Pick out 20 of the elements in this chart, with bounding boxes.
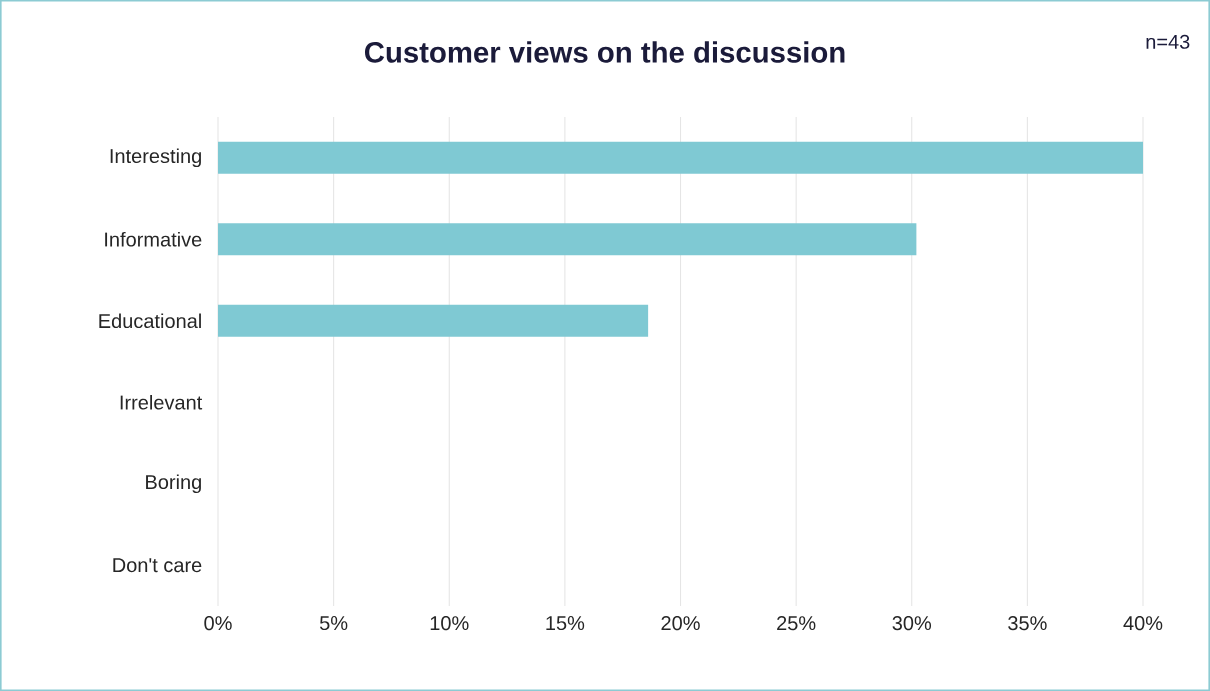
y-tick-label: Boring: [146, 474, 201, 494]
x-tick-label: 0%: [204, 616, 232, 631]
y-tick-label: Informative: [105, 231, 202, 247]
x-tick-label: 10%: [430, 616, 469, 631]
chart-title: Customer views on the discussion: [364, 41, 845, 63]
x-tick-label: 35%: [1008, 616, 1047, 631]
x-tick-label: 30%: [892, 616, 932, 631]
x-tick-label: 40%: [1123, 616, 1163, 631]
bar: [218, 223, 917, 256]
y-tick-label: Irrelevant: [120, 394, 203, 410]
y-tick-label: Don't care: [113, 558, 202, 573]
text: n=43: [1146, 34, 1190, 49]
bar: [218, 141, 1144, 174]
x-tick-label: 5%: [319, 616, 348, 631]
x-tick-label: 20%: [661, 616, 700, 631]
x-tick-label: 15%: [546, 616, 585, 631]
y-tick-label: Educational: [99, 313, 201, 329]
y-tick-label: Interesting: [110, 148, 201, 168]
x-tick-label: 25%: [777, 616, 816, 631]
bar: [218, 304, 649, 337]
